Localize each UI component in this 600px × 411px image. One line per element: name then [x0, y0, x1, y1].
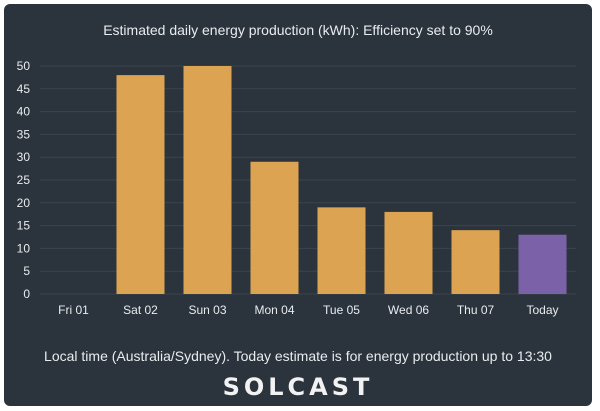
y-tick-label: 25: [17, 173, 31, 187]
x-tick-label: Sat 02: [123, 303, 158, 317]
bar-chart: 0 5 10 15 20 25 30 35 40 45 50 Fri 01 Sat 02 Sun 03 Mo…: [17, 59, 576, 317]
bar-today[interactable]: [518, 234, 567, 294]
chart-panel: Estimated daily energy production (kWh):…: [4, 4, 592, 406]
x-tick-label: Wed 06: [388, 303, 429, 317]
y-tick-label: 50: [17, 59, 31, 73]
footer-note: Local time (Australia/Sydney). Today est…: [44, 348, 552, 364]
bar-sat-02[interactable]: [116, 75, 165, 295]
y-tick-label: 15: [17, 219, 31, 233]
bar-thu-07[interactable]: [451, 230, 500, 294]
y-tick-label: 20: [17, 196, 31, 210]
x-tick-label: Mon 04: [254, 303, 294, 317]
y-tick-label: 10: [17, 241, 31, 255]
x-tick-label: Sun 03: [188, 303, 226, 317]
bar-sun-03[interactable]: [183, 66, 232, 294]
bar-mon-04[interactable]: [250, 161, 299, 294]
y-tick-label: 45: [17, 82, 31, 96]
solcast-logo: SOLCAST: [222, 373, 374, 401]
bar-wed-06[interactable]: [384, 211, 433, 294]
x-tick-label: Tue 05: [323, 303, 360, 317]
y-tick-label: 30: [17, 150, 31, 164]
x-tick-label: Fri 01: [58, 303, 89, 317]
y-tick-label: 40: [17, 105, 31, 119]
y-tick-label: 0: [23, 287, 30, 301]
bar-tue-05[interactable]: [317, 207, 366, 294]
chart-title: Estimated daily energy production (kWh):…: [103, 22, 493, 38]
x-tick-label: Today: [526, 303, 558, 317]
y-tick-label: 5: [23, 264, 30, 278]
x-tick-label: Thu 07: [457, 303, 495, 317]
y-tick-label: 35: [17, 127, 31, 141]
